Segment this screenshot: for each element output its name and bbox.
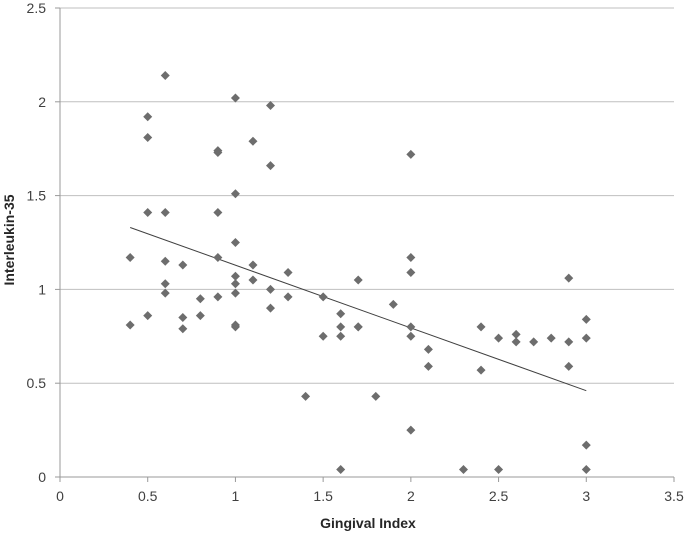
data-point-22 [230, 189, 240, 199]
data-point-23 [230, 238, 240, 247]
axes [55, 7, 675, 482]
data-point-14 [195, 294, 205, 304]
data-point-58 [458, 464, 468, 474]
y-tick-label-5: 2.5 [27, 0, 47, 16]
data-point-64 [511, 337, 521, 347]
data-point-39 [318, 292, 328, 302]
data-point-52 [406, 268, 416, 278]
data-point-72 [581, 440, 591, 450]
y-axis-tick-labels: 0 0.5 1 1.5 2 2.5 [27, 0, 47, 485]
x-tick-label-6: 3 [582, 488, 590, 504]
y-tick-label-2: 1 [38, 281, 46, 297]
data-point-35 [266, 303, 276, 313]
data-point-71 [581, 333, 591, 343]
data-point-30 [248, 260, 258, 270]
x-tick-label-0: 0 [56, 488, 64, 504]
data-point-54 [406, 331, 416, 341]
y-tick-label-0: 0 [38, 469, 46, 485]
data-point-37 [283, 292, 293, 302]
data-point-20 [213, 292, 223, 302]
data-point-40 [318, 331, 328, 341]
data-points [125, 71, 591, 474]
data-point-43 [336, 331, 346, 341]
data-point-44 [336, 464, 346, 474]
data-point-9 [160, 279, 170, 289]
data-point-33 [266, 161, 276, 171]
data-point-55 [406, 425, 416, 435]
data-point-8 [160, 256, 170, 266]
data-point-60 [476, 365, 486, 375]
data-point-1 [125, 320, 135, 330]
data-point-34 [266, 284, 276, 294]
data-point-31 [248, 275, 258, 285]
x-tick-label-1: 0.5 [138, 488, 158, 504]
data-point-63 [511, 329, 521, 339]
y-tick-label-4: 2 [38, 94, 46, 110]
data-point-51 [406, 253, 416, 263]
data-point-68 [564, 337, 574, 347]
y-tick-label-3: 1.5 [27, 188, 47, 204]
x-axis-title: Gingival Index [320, 515, 416, 531]
x-tick-label-7: 3.5 [664, 488, 684, 504]
data-point-11 [178, 260, 188, 270]
data-point-69 [564, 361, 574, 371]
data-point-3 [143, 132, 153, 142]
data-point-38 [301, 391, 311, 401]
data-point-4 [143, 207, 153, 217]
data-point-24 [230, 271, 240, 281]
data-point-70 [581, 314, 591, 324]
data-point-7 [160, 207, 170, 217]
data-point-47 [353, 322, 363, 332]
y-tick-label-1: 0.5 [27, 375, 47, 391]
data-point-41 [336, 309, 346, 319]
data-point-62 [494, 464, 504, 474]
data-point-65 [529, 337, 539, 347]
x-tick-label-5: 2.5 [489, 488, 509, 504]
data-point-19 [213, 253, 223, 263]
data-point-36 [283, 268, 293, 278]
x-tick-label-2: 1 [232, 488, 240, 504]
trendline-group [130, 227, 587, 392]
data-point-26 [230, 288, 240, 298]
data-point-50 [406, 149, 416, 159]
y-axis-title: Interleukin-35 [1, 194, 17, 285]
data-point-49 [388, 299, 398, 309]
data-point-5 [143, 311, 153, 321]
data-point-56 [423, 344, 433, 354]
data-point-0 [125, 253, 135, 263]
data-point-61 [494, 333, 504, 343]
gridlines [60, 7, 674, 384]
data-point-48 [371, 391, 381, 401]
data-point-6 [160, 71, 170, 81]
data-point-73 [581, 464, 591, 474]
data-point-53 [406, 322, 416, 332]
data-point-57 [423, 361, 433, 371]
data-point-25 [230, 279, 240, 289]
data-point-45 [353, 275, 363, 285]
data-point-13 [178, 324, 188, 334]
x-tick-label-3: 1.5 [313, 488, 333, 504]
data-point-42 [336, 322, 346, 332]
data-point-17 [213, 147, 223, 157]
data-point-2 [143, 112, 153, 122]
x-tick-label-4: 2 [407, 488, 415, 504]
x-axis-tick-labels: 0 0.5 1 1.5 2 2.5 3 3.5 [56, 488, 684, 504]
data-point-15 [195, 311, 205, 321]
data-point-67 [564, 273, 574, 283]
data-point-32 [266, 101, 276, 111]
data-point-28 [230, 322, 240, 332]
data-point-59 [476, 322, 486, 332]
trendline [130, 227, 587, 392]
data-point-21 [230, 93, 240, 103]
data-point-29 [248, 136, 258, 146]
data-point-12 [178, 313, 188, 323]
data-point-66 [546, 333, 556, 343]
data-point-10 [160, 288, 170, 298]
data-point-18 [213, 207, 223, 217]
